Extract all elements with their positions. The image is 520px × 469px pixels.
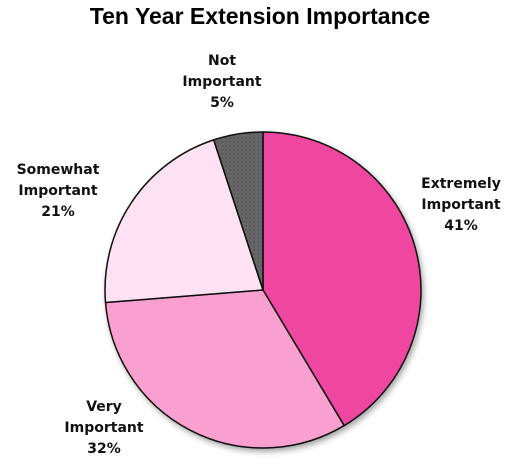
slice-somewhat-important-label-line: Somewhat [17, 162, 100, 178]
slice-very-important-value-label: 32% [87, 441, 121, 457]
slice-not-important-label-line: Not [208, 53, 236, 69]
slice-extremely-important-label-line: Extremely [421, 176, 501, 192]
slice-extremely-important [262, 131, 422, 427]
slice-very-important-label: Very Important 32% [64, 399, 143, 457]
slice-very-important-label-line: Very [86, 399, 122, 415]
slice-somewhat-important-value-label: 21% [41, 204, 75, 220]
slice-not-important-texture [213, 132, 263, 290]
slice-extremely-important-label: Extremely Important 41% [421, 176, 501, 234]
slice-somewhat-important-label-line: Important [18, 183, 97, 199]
slice-not-important-label: Not Important 5% [182, 53, 261, 111]
slice-not-important-label-line: Important [182, 74, 261, 90]
slice-extremely-important-value-label: 41% [444, 218, 478, 234]
slice-somewhat-important-label: Somewhat Important 21% [17, 162, 100, 220]
slice-labels: Extremely Important 41% Very Important 32% Som… [17, 53, 501, 457]
slice-extremely-important-label-line: Important [421, 197, 500, 213]
slice-very-important [104, 289, 345, 449]
slice-somewhat-important [104, 139, 264, 304]
pie-slices [104, 131, 422, 449]
slice-very-important-label-line: Important [64, 420, 143, 436]
chart-title: Ten Year Extension Importance [89, 3, 431, 29]
slice-not-important-value-label: 5% [210, 95, 234, 111]
